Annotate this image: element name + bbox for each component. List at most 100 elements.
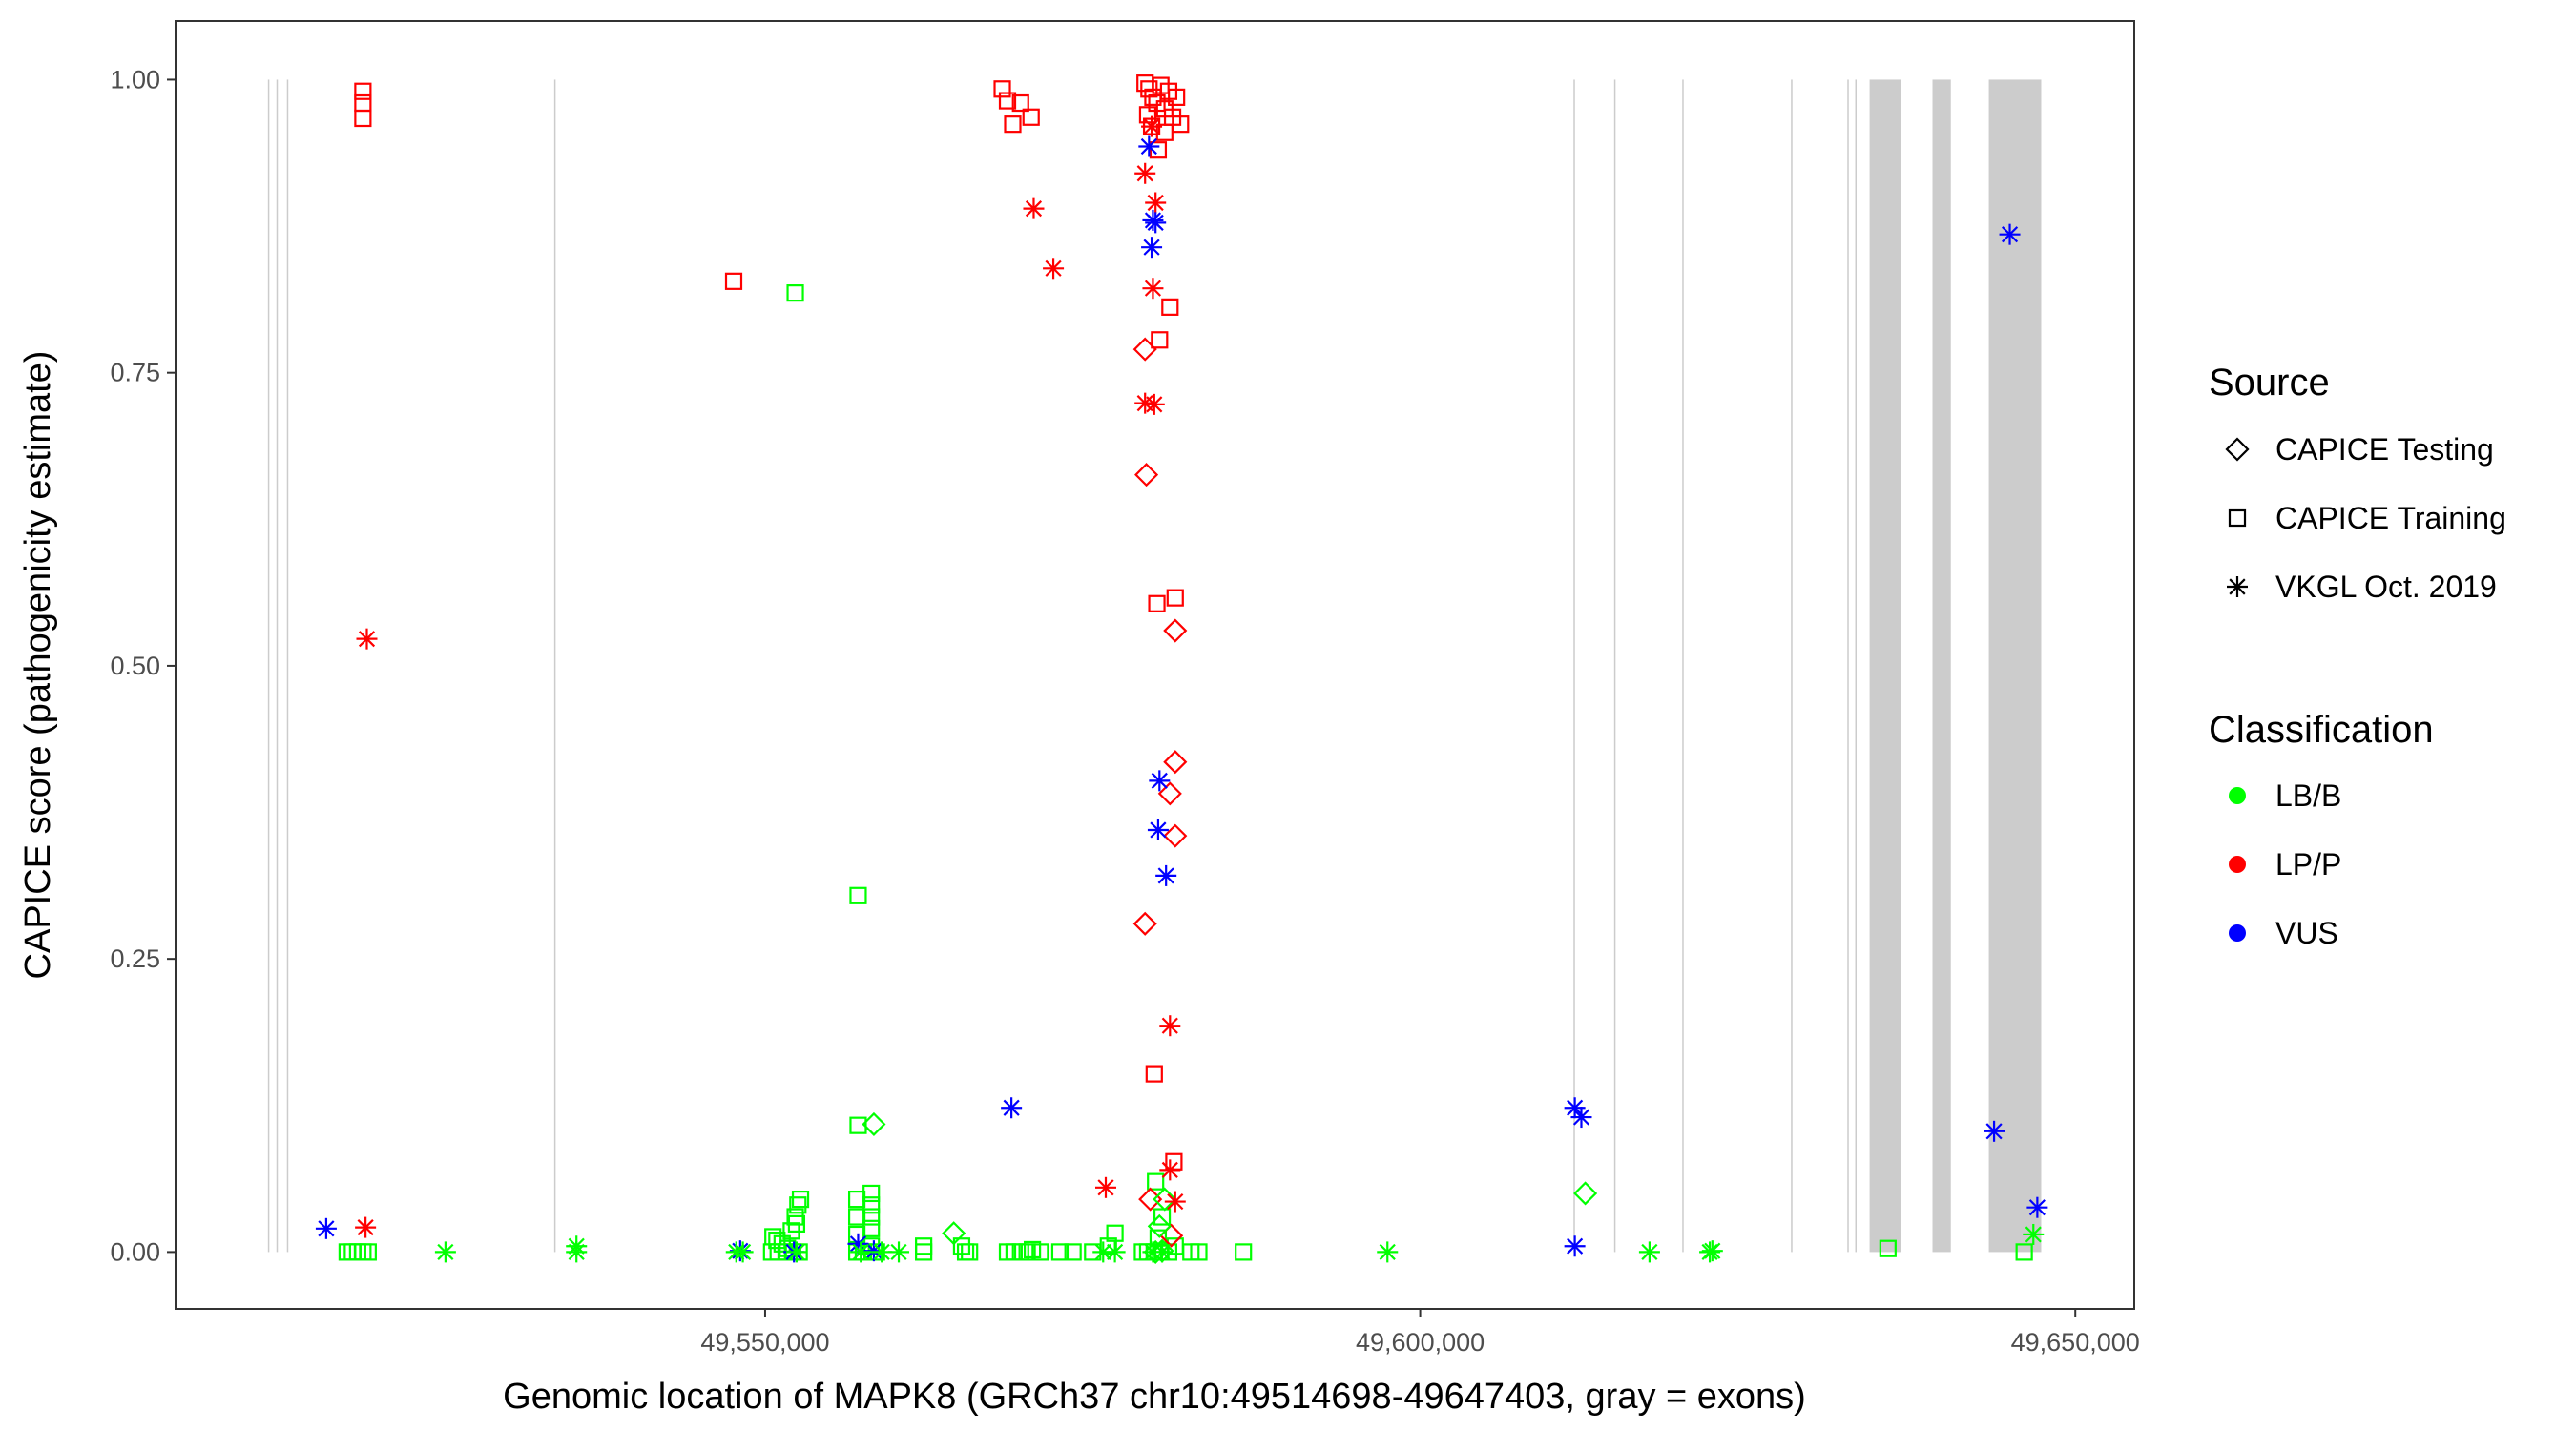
- axes: 49,550,000 49,600,000 49,650,000 0.00 0.25 0.…: [110, 65, 2139, 1357]
- data-point: [1141, 237, 1163, 259]
- data-point: [1147, 1213, 1172, 1238]
- legend-source-title: Source: [2209, 362, 2330, 404]
- data-point: [787, 1214, 806, 1234]
- exon-band: [1847, 79, 1849, 1253]
- data-point: [1235, 1243, 1253, 1261]
- data-point: [1570, 1107, 1592, 1129]
- data-point: [862, 1219, 881, 1237]
- data-point: [791, 1190, 810, 1209]
- data-point: [1141, 115, 1163, 137]
- data-point: [2023, 1223, 2045, 1245]
- data-point: [1022, 108, 1040, 126]
- data-point: [1018, 1243, 1036, 1261]
- data-point: [1099, 1237, 1117, 1255]
- data-point: [1148, 594, 1166, 612]
- data-point: [566, 1241, 588, 1263]
- data-point: [1879, 1239, 1897, 1257]
- data-point: [1190, 1243, 1208, 1261]
- data-point: [1638, 1241, 1660, 1263]
- data-point: [1149, 770, 1171, 792]
- data-point: [998, 92, 1017, 110]
- data-point: [1999, 223, 2021, 245]
- exon-band: [1932, 79, 1951, 1253]
- data-point: [1163, 823, 1188, 848]
- exon-band: [1613, 79, 1616, 1253]
- data-point: [1138, 135, 1160, 157]
- y-tick-label: 0.00: [110, 1237, 160, 1266]
- data-point: [961, 1243, 979, 1261]
- legend-source: Source CAPICE Testing CAPICE Training VKGL…: [2209, 362, 2506, 604]
- data-point: [724, 272, 743, 290]
- data-point: [1132, 337, 1157, 362]
- x-tick-label: 49,650,000: [2011, 1328, 2140, 1357]
- data-point: [1134, 162, 1156, 184]
- data-point: [1564, 1235, 1586, 1257]
- data-point: [888, 1241, 910, 1263]
- data-point: [2015, 1243, 2033, 1261]
- x-tick-label: 49,550,000: [700, 1328, 829, 1357]
- data-point: [1132, 911, 1157, 936]
- data-point: [1155, 864, 1177, 886]
- data-point: [1164, 1191, 1186, 1213]
- legend-key-square: [2228, 508, 2247, 528]
- data-point: [1092, 1241, 1114, 1263]
- legend-classification: Classification LB/B LP/P VUS: [2209, 709, 2434, 950]
- data-point: [359, 1243, 377, 1261]
- legend-key-star: [2227, 576, 2248, 597]
- data-point: [1095, 1176, 1117, 1198]
- data-point: [1377, 1241, 1399, 1263]
- data-point: [1159, 1159, 1181, 1181]
- data-point: [849, 886, 867, 904]
- data-point: [1147, 1172, 1165, 1191]
- data-point: [1004, 115, 1022, 134]
- data-point: [862, 1184, 881, 1203]
- exon-band: [1988, 79, 2042, 1253]
- data-point: [1145, 192, 1167, 214]
- data-point: [354, 82, 372, 100]
- y-tick-label: 1.00: [110, 65, 160, 93]
- y-axis-title: CAPICE score (pathogenicity estimate): [18, 351, 58, 980]
- legend-source-label: CAPICE Training: [2275, 501, 2506, 535]
- legend-key-dot: [2229, 856, 2246, 873]
- data-point: [1984, 1120, 2005, 1142]
- legend-classification-label: VUS: [2275, 916, 2338, 950]
- legend-classification-title: Classification: [2209, 709, 2434, 751]
- legend-key-dot: [2229, 924, 2246, 942]
- data-point: [732, 1241, 754, 1263]
- data-point: [1159, 1015, 1181, 1037]
- legend-source-label: VKGL Oct. 2019: [2275, 570, 2497, 604]
- data-point: [1149, 141, 1168, 159]
- data-point: [1001, 1097, 1023, 1119]
- exon-band: [1869, 79, 1901, 1253]
- exon-band: [286, 79, 289, 1253]
- data-point: [2026, 1196, 2048, 1218]
- data-point: [1161, 298, 1179, 316]
- data-point: [1134, 463, 1159, 487]
- data-point: [1145, 212, 1167, 234]
- data-point: [1050, 1243, 1070, 1261]
- data-point: [1043, 258, 1065, 280]
- exon-band: [1791, 79, 1793, 1253]
- data-point: [1153, 1208, 1172, 1226]
- data-point: [850, 1241, 872, 1263]
- exon-band: [553, 79, 556, 1253]
- exon-band: [1682, 79, 1684, 1253]
- legend-source-label: CAPICE Testing: [2275, 432, 2494, 467]
- data-point: [915, 1243, 933, 1261]
- data-point: [785, 1241, 807, 1263]
- exon-band: [1573, 79, 1575, 1253]
- data-point: [1573, 1181, 1598, 1206]
- data-point: [862, 1111, 886, 1136]
- data-point: [862, 1208, 881, 1226]
- x-tick-label: 49,600,000: [1356, 1328, 1485, 1357]
- data-point: [1701, 1240, 1723, 1262]
- plot-background: [176, 21, 2134, 1309]
- y-tick-label: 0.50: [110, 652, 160, 680]
- data-point: [1142, 278, 1164, 300]
- data-point: [1153, 1187, 1177, 1212]
- data-point: [356, 628, 378, 650]
- data-point: [1151, 331, 1169, 349]
- data-point: [1011, 93, 1029, 113]
- data-point: [1147, 819, 1169, 840]
- data-point: [1106, 1224, 1124, 1242]
